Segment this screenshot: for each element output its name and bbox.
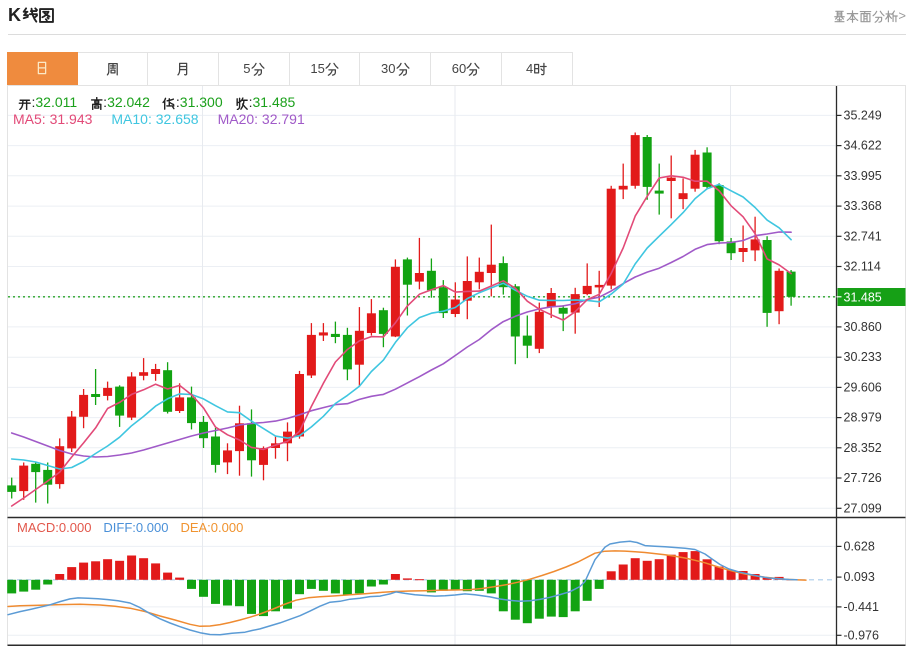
- svg-text:29.606: 29.606: [844, 380, 882, 394]
- svg-text:-0.976: -0.976: [844, 628, 879, 642]
- svg-text:-0.441: -0.441: [844, 600, 879, 614]
- svg-text:30.233: 30.233: [844, 350, 882, 364]
- svg-text:32.114: 32.114: [844, 260, 881, 274]
- svg-text:28.352: 28.352: [844, 441, 882, 455]
- svg-text:31.485: 31.485: [844, 291, 882, 305]
- svg-text:33.995: 33.995: [844, 169, 882, 183]
- svg-text:34.622: 34.622: [844, 139, 882, 153]
- svg-text:35.249: 35.249: [844, 108, 882, 122]
- svg-text:30.860: 30.860: [844, 320, 882, 334]
- svg-text:0.093: 0.093: [844, 570, 875, 584]
- svg-text:32.741: 32.741: [844, 229, 882, 243]
- svg-text:28.979: 28.979: [844, 411, 882, 425]
- svg-text:27.726: 27.726: [844, 471, 882, 485]
- svg-text:27.099: 27.099: [844, 501, 882, 515]
- svg-text:33.368: 33.368: [844, 199, 882, 213]
- svg-text:0.628: 0.628: [844, 539, 875, 553]
